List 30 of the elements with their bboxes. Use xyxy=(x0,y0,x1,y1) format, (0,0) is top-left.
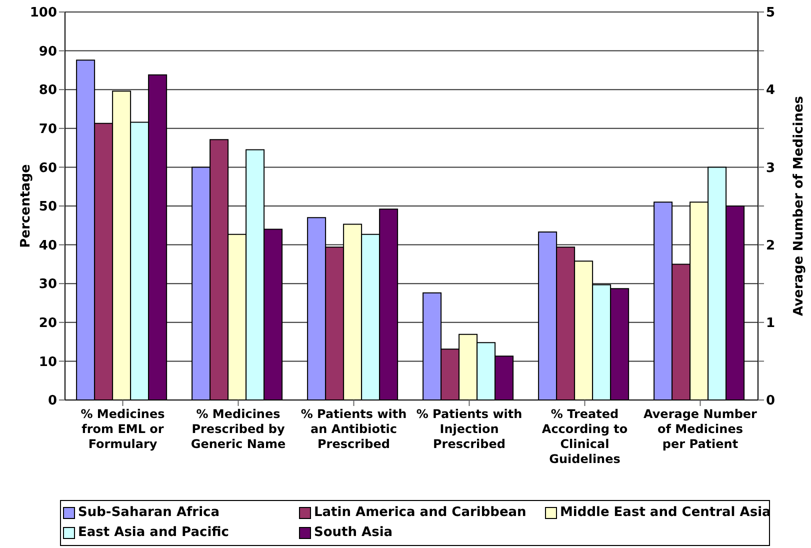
y2-tick-label: 1 xyxy=(766,316,776,332)
y-tick-label: 20 xyxy=(38,316,57,332)
y-tick-label: 70 xyxy=(38,122,57,138)
legend-label: Middle East and Central Asia xyxy=(559,504,771,522)
x-tick-label: % Patients with Injection Prescribed xyxy=(416,407,522,451)
x-tick-label: % Medicines from EML or Formulary xyxy=(80,407,165,451)
y-tick-label: 60 xyxy=(38,160,57,176)
y-tick-label: 80 xyxy=(38,83,57,98)
y-axis-title: Percentage xyxy=(18,164,34,248)
y-tick-label: 100 xyxy=(30,6,57,21)
y-tick-label: 0 xyxy=(48,394,57,409)
x-tick-label: Average Number of Medicines per Patient xyxy=(644,407,758,451)
y-tick-label: 40 xyxy=(38,238,57,254)
y2-tick-label: 3 xyxy=(766,160,776,176)
y-tick-label: 50 xyxy=(38,200,57,215)
y-tick-label: 10 xyxy=(38,354,57,370)
legend-label: Sub-Saharan Africa xyxy=(77,504,221,522)
y2-tick-label: 0 xyxy=(766,394,776,409)
x-tick-label: % Treated According to Clinical Guidelines xyxy=(542,407,628,466)
y2-tick-label: 2 xyxy=(766,238,776,254)
y2-tick-label: 5 xyxy=(766,6,776,21)
legend-label: South Asia xyxy=(313,524,394,542)
y2-axis-title: Average Number of Medicines xyxy=(792,96,807,316)
x-tick-label: % Patients with an Antibiotic Prescribed xyxy=(300,407,407,451)
legend-label: East Asia and Pacific xyxy=(77,524,230,542)
y-tick-label: 30 xyxy=(38,277,57,292)
legend-label: Latin America and Caribbean xyxy=(313,504,528,522)
x-tick-label: % Medicines Prescribed by Generic Name xyxy=(190,407,286,451)
y2-tick-label: 4 xyxy=(766,83,776,98)
y-tick-label: 90 xyxy=(38,44,57,60)
